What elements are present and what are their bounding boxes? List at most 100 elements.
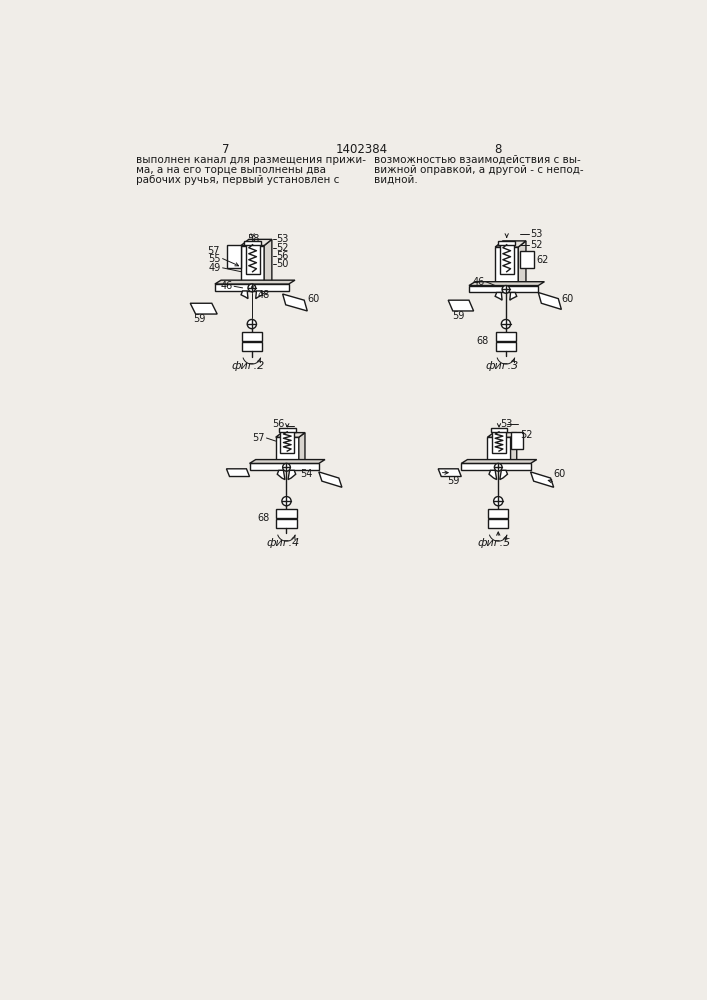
- Polygon shape: [190, 303, 217, 314]
- Bar: [227, 245, 241, 268]
- Text: 55: 55: [209, 254, 221, 264]
- Text: 57: 57: [252, 433, 265, 443]
- Polygon shape: [448, 300, 474, 311]
- Polygon shape: [241, 291, 248, 299]
- Polygon shape: [530, 472, 554, 487]
- Bar: [495, 247, 518, 289]
- Polygon shape: [277, 470, 285, 480]
- Polygon shape: [250, 460, 325, 463]
- Text: 8: 8: [495, 143, 502, 156]
- Text: 57: 57: [207, 246, 219, 256]
- Text: 49: 49: [209, 263, 221, 273]
- Circle shape: [283, 463, 291, 471]
- Text: 58: 58: [247, 234, 259, 244]
- Bar: [492, 430, 506, 453]
- Text: 53: 53: [530, 229, 543, 239]
- Bar: [241, 246, 264, 288]
- Bar: [242, 342, 262, 351]
- Bar: [510, 432, 523, 449]
- Text: 53: 53: [276, 234, 289, 244]
- Bar: [279, 428, 296, 432]
- Polygon shape: [469, 282, 544, 286]
- Text: фиг.2: фиг.2: [231, 361, 264, 371]
- Text: 68: 68: [257, 513, 269, 523]
- Text: 56: 56: [276, 251, 289, 261]
- Text: 46: 46: [221, 281, 233, 291]
- Bar: [215, 284, 288, 291]
- Circle shape: [501, 319, 510, 329]
- Text: ма, а на его торце выполнены два: ма, а на его торце выполнены два: [136, 165, 327, 175]
- Bar: [496, 342, 516, 351]
- Polygon shape: [510, 292, 517, 300]
- Circle shape: [502, 286, 510, 293]
- Text: 7: 7: [222, 143, 229, 156]
- Bar: [469, 286, 538, 292]
- Bar: [244, 241, 261, 245]
- Polygon shape: [264, 239, 272, 288]
- Text: 50: 50: [276, 259, 289, 269]
- Text: 60: 60: [554, 469, 566, 479]
- Bar: [250, 463, 319, 470]
- Bar: [496, 332, 516, 341]
- Text: 52: 52: [520, 430, 532, 440]
- Text: фиг.3: фиг.3: [486, 361, 519, 371]
- Polygon shape: [438, 469, 461, 477]
- Bar: [520, 251, 534, 268]
- Text: вижной оправкой, а другой - с непод-: вижной оправкой, а другой - с непод-: [373, 165, 583, 175]
- Text: рабочих ручья, первый установлен с: рабочих ручья, первый установлен с: [136, 175, 340, 185]
- Text: фиг.5: фиг.5: [478, 538, 511, 548]
- Text: 53: 53: [500, 419, 512, 429]
- Polygon shape: [256, 291, 262, 299]
- Bar: [489, 519, 508, 528]
- Bar: [461, 463, 530, 470]
- Text: 46: 46: [472, 277, 484, 287]
- Circle shape: [494, 463, 502, 471]
- Text: 54: 54: [300, 469, 312, 479]
- Bar: [498, 241, 515, 245]
- Polygon shape: [489, 470, 497, 480]
- Text: 62: 62: [537, 255, 549, 265]
- Bar: [489, 509, 508, 518]
- Bar: [242, 332, 262, 341]
- Polygon shape: [241, 239, 272, 246]
- Polygon shape: [461, 460, 537, 463]
- Bar: [487, 437, 510, 466]
- Bar: [276, 437, 299, 466]
- Polygon shape: [538, 292, 561, 309]
- Bar: [276, 509, 296, 518]
- Polygon shape: [319, 472, 342, 487]
- Polygon shape: [500, 470, 508, 480]
- Text: фиг.4: фиг.4: [266, 538, 299, 548]
- Text: 68: 68: [477, 336, 489, 346]
- Polygon shape: [215, 280, 295, 284]
- Bar: [246, 243, 259, 274]
- Bar: [491, 428, 508, 432]
- Circle shape: [493, 497, 503, 506]
- Polygon shape: [226, 469, 250, 477]
- Text: 59: 59: [193, 314, 206, 324]
- Text: 60: 60: [561, 294, 573, 304]
- Circle shape: [282, 497, 291, 506]
- Text: 52: 52: [530, 240, 543, 250]
- Text: 48: 48: [258, 290, 270, 300]
- Polygon shape: [487, 433, 517, 437]
- Bar: [276, 519, 296, 528]
- Polygon shape: [510, 433, 517, 466]
- Circle shape: [247, 319, 257, 329]
- Bar: [500, 243, 514, 274]
- Polygon shape: [276, 433, 305, 437]
- Polygon shape: [518, 241, 526, 289]
- Polygon shape: [495, 241, 526, 247]
- Text: 52: 52: [276, 243, 289, 253]
- Polygon shape: [299, 433, 305, 466]
- Polygon shape: [495, 292, 502, 300]
- Circle shape: [248, 284, 256, 292]
- Text: 59: 59: [448, 476, 460, 486]
- Polygon shape: [288, 470, 296, 480]
- Text: 56: 56: [273, 419, 285, 429]
- Text: 1402384: 1402384: [336, 143, 388, 156]
- Polygon shape: [283, 294, 308, 311]
- Text: 59: 59: [452, 311, 464, 321]
- Bar: [281, 430, 294, 453]
- Text: выполнен канал для размещения прижи-: выполнен канал для размещения прижи-: [136, 155, 366, 165]
